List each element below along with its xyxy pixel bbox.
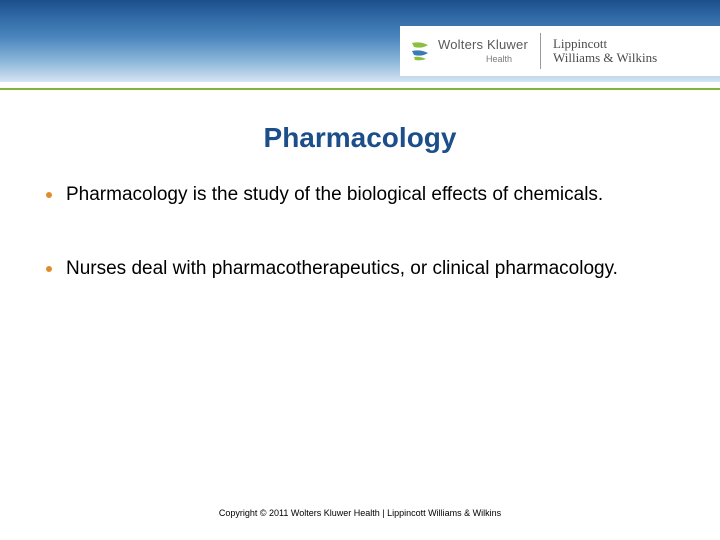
wk-brand-name: Wolters Kluwer <box>438 38 528 51</box>
logo-bar: Wolters Kluwer Health Lippincott William… <box>400 26 720 76</box>
lww-line2: Williams & Wilkins <box>553 51 657 65</box>
header-band: Wolters Kluwer Health Lippincott William… <box>0 0 720 82</box>
slide-title: Pharmacology <box>0 122 720 154</box>
wk-logo-icon <box>408 39 432 63</box>
content-area: Pharmacology is the study of the biologi… <box>0 154 720 281</box>
wk-text: Wolters Kluwer Health <box>438 38 528 64</box>
bullet-text: Pharmacology is the study of the biologi… <box>66 182 603 208</box>
copyright-footer: Copyright © 2011 Wolters Kluwer Health |… <box>0 508 720 518</box>
bullet-marker-icon <box>46 192 52 198</box>
bullet-marker-icon <box>46 266 52 272</box>
wolters-kluwer-logo: Wolters Kluwer Health <box>408 38 528 64</box>
lww-line1: Lippincott <box>553 37 657 51</box>
bullet-item: Nurses deal with pharmacotherapeutics, o… <box>46 256 674 282</box>
wk-subline: Health <box>486 55 528 64</box>
logo-divider <box>540 33 541 69</box>
bullet-item: Pharmacology is the study of the biologi… <box>46 182 674 208</box>
bullet-text: Nurses deal with pharmacotherapeutics, o… <box>66 256 618 282</box>
lippincott-logo: Lippincott Williams & Wilkins <box>553 37 657 66</box>
accent-line <box>0 88 720 90</box>
